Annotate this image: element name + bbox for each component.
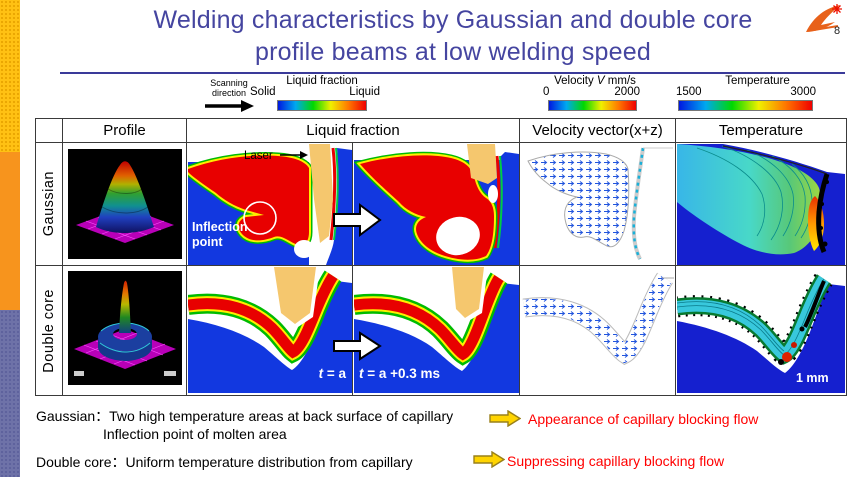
accent-bar-yellow (0, 0, 20, 152)
solid-label: Solid (250, 86, 276, 98)
result-arrow-icon-double-core (473, 451, 505, 468)
row-label-double-core-cell: Double core (36, 266, 63, 395)
laser-label: Laser (244, 150, 273, 162)
double-core-profile-image (68, 271, 182, 385)
result-arrow-icon-gaussian (489, 410, 521, 427)
double-core-note-label: Double core： (36, 454, 126, 470)
results-table: Profile Liquid fraction Velocity vector(… (35, 118, 847, 396)
page-number: 8 (834, 25, 841, 37)
double-core-velocity-image (522, 268, 675, 394)
scanning-direction-label: Scanning direction (210, 78, 248, 99)
temperature-colorbar (678, 100, 813, 111)
temperature-legend-title: Temperature (725, 75, 790, 87)
star-icon (832, 4, 842, 14)
gaussian-liquid-fraction-image-1: Laser Inflection point (188, 144, 352, 265)
velocity-min: 0 (543, 86, 550, 98)
liquid-fraction-legend-title: Liquid fraction (286, 75, 358, 87)
temperature-max: 3000 (790, 86, 816, 98)
page-title-line1: Welding characteristics by Gaussian and … (153, 6, 753, 34)
page-title: Welding characteristics by Gaussian and … (55, 4, 851, 68)
double-core-result-text: Suppressing capillary blocking flow (507, 453, 725, 469)
gaussian-profile-image (68, 149, 182, 259)
velocity-legend-labels: 0 2000 (543, 86, 640, 98)
double-core-liquid-fraction-image-1: t = a (188, 267, 352, 393)
liquid-label: Liquid (349, 86, 380, 98)
gaussian-result-text: Appearance of capillary blocking flow (528, 411, 759, 427)
velocity-colorbar (548, 100, 637, 111)
temperature-legend-labels: 1500 3000 (676, 86, 816, 98)
row-label-gaussian: Gaussian (41, 171, 57, 237)
gaussian-velocity-image (522, 145, 675, 264)
liquid-fraction-legend-labels: Solid Liquid (250, 86, 380, 98)
header-corner-cell (36, 119, 63, 143)
transition-arrow-icon-double-core (333, 331, 382, 361)
scanning-direction-arrow-icon (205, 100, 254, 112)
header-liquid-fraction: Liquid fraction (187, 119, 520, 143)
temperature-min: 1500 (676, 86, 702, 98)
double-core-note: Double core：Uniform temperature distribu… (36, 454, 413, 470)
velocity-legend-title: Velocity V mm/s (554, 75, 636, 87)
header-profile: Profile (63, 119, 187, 143)
accent-bar-orange (0, 152, 20, 310)
organization-logo-icon (806, 4, 842, 32)
time-label-t-a03: t = a +0.3 ms (359, 366, 440, 381)
gaussian-temperature-image (677, 144, 845, 265)
time-label-t-a: t = a (319, 366, 347, 381)
gaussian-note-line1: Gaussian：Two high temperature areas at b… (36, 408, 454, 424)
gaussian-liquid-fraction-image-2 (354, 144, 519, 265)
liquid-fraction-colorbar (277, 100, 367, 111)
header-temperature: Temperature (676, 119, 846, 143)
velocity-max: 2000 (614, 86, 640, 98)
inflection-circle-annotation (243, 201, 277, 235)
row-label-gaussian-cell: Gaussian (36, 143, 63, 266)
title-divider (60, 72, 845, 74)
gaussian-note-label: Gaussian： (36, 408, 110, 424)
row-label-double-core: Double core (41, 288, 57, 373)
inflection-label-line2: point (192, 235, 223, 249)
scale-bar-label: 1 mm (796, 371, 829, 385)
header-velocity-vector: Velocity vector(x+z) (520, 119, 676, 143)
transition-arrow-icon-gaussian (333, 203, 382, 237)
inflection-label-line1: Inflection (192, 220, 248, 234)
page-title-line2: profile beams at low welding speed (255, 38, 651, 66)
gaussian-note-line2: Inflection point of molten area (103, 426, 287, 442)
accent-bar-slate (0, 310, 20, 477)
double-core-liquid-fraction-image-2: t = a +0.3 ms (354, 267, 519, 393)
double-core-temperature-image: 1 mm (677, 267, 845, 393)
